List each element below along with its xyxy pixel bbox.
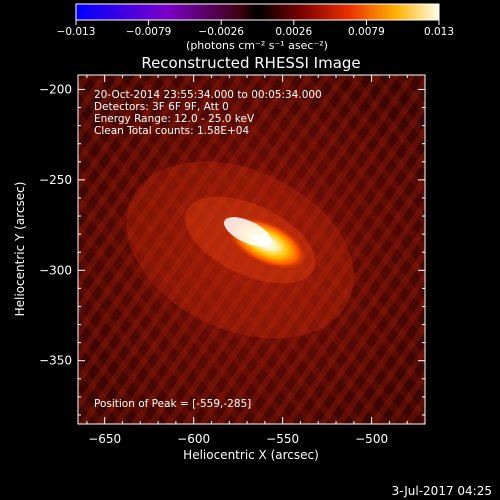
footer-timestamp: 3-Jul-2017 04:25 <box>392 484 492 498</box>
annotation-time-range: 20-Oct-2014 23:55:34.000 to 00:05:34.000 <box>94 89 322 101</box>
plot-frame <box>77 74 426 425</box>
y-tick-label: −200 <box>39 82 72 96</box>
chart-title: Reconstructed RHESSI Image <box>141 54 360 72</box>
colorbar-tick-label: 0.0079 <box>348 26 385 38</box>
annotation-block: 20-Oct-2014 23:55:34.000 to 00:05:34.000… <box>94 89 322 137</box>
x-tick-label: −600 <box>177 432 210 446</box>
annotation-clean-counts: Clean Total counts: 1.58E+04 <box>94 125 249 137</box>
x-tick-label: −500 <box>355 432 388 446</box>
colorbar-tick-label: −0.013 <box>57 26 96 38</box>
colorbar-units: (photons cm⁻² s⁻¹ asec⁻²) <box>186 39 328 52</box>
colorbar-tick-label: 0.013 <box>424 26 454 38</box>
x-axis-label: Heliocentric X (arcsec) <box>183 448 319 462</box>
y-tick-label: −250 <box>39 173 72 187</box>
colorbar-ramp <box>75 3 440 21</box>
colorbar: −0.013 −0.0079 −0.0026 0.0026 0.0079 0.013 (p… <box>57 3 454 52</box>
annotation-detectors: Detectors: 3F 6F 9F, Att 0 <box>94 101 229 113</box>
y-tick-label: −350 <box>39 354 72 368</box>
x-tick-label: −550 <box>266 432 299 446</box>
y-axis: −200 −250 −300 −350 <box>39 82 425 416</box>
colorbar-tick-label: 0.0026 <box>275 26 312 38</box>
annotation-energy-range: Energy Range: 12.0 - 25.0 keV <box>94 113 255 125</box>
peak-position-label: Position of Peak = [-559,-285] <box>94 398 251 410</box>
plot-image <box>78 75 425 424</box>
x-axis: −650 −600 −550 −500 <box>86 75 426 446</box>
colorbar-ticks: −0.013 −0.0079 −0.0026 0.0026 0.0079 0.013 <box>57 20 454 38</box>
colorbar-tick-label: −0.0079 <box>126 26 172 38</box>
colorbar-tick-label: −0.0026 <box>198 26 244 38</box>
y-tick-label: −300 <box>39 263 72 277</box>
y-axis-label: Heliocentric Y (arcsec) <box>13 182 27 317</box>
x-tick-label: −650 <box>88 432 121 446</box>
